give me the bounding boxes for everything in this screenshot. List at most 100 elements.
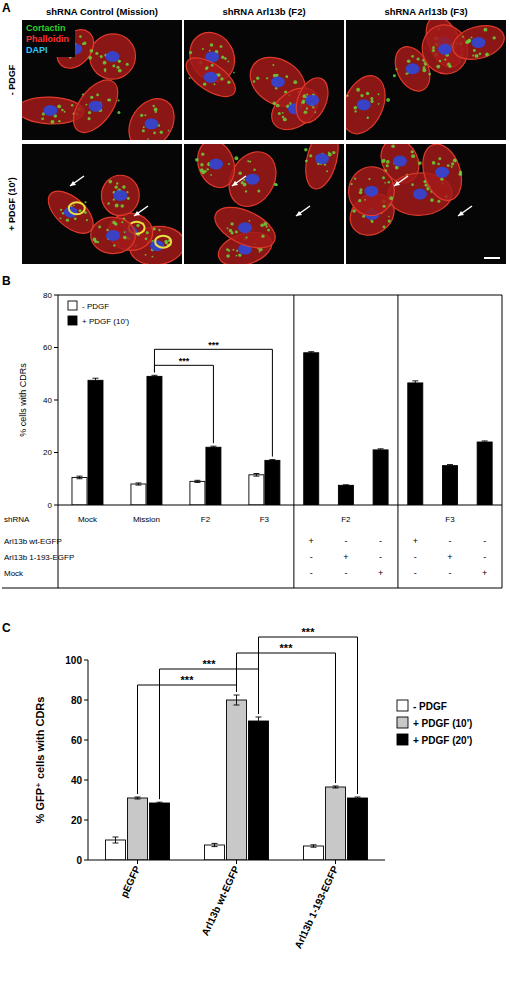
cortactin-spot bbox=[79, 35, 82, 38]
cortactin-spot bbox=[153, 105, 155, 107]
cortactin-spot bbox=[356, 88, 360, 92]
cortactin-spot bbox=[73, 204, 75, 206]
y-tick bbox=[84, 820, 88, 821]
cortactin-spot bbox=[123, 236, 127, 240]
arrow-head bbox=[296, 211, 302, 216]
cortactin-spot bbox=[395, 68, 397, 70]
cortactin-spot bbox=[217, 73, 220, 76]
nucleus bbox=[271, 76, 285, 87]
cortactin-spot bbox=[347, 95, 349, 97]
cortactin-spot bbox=[88, 56, 92, 60]
cell bbox=[290, 73, 334, 127]
cortactin-spot bbox=[360, 94, 363, 97]
cortactin-spot bbox=[143, 126, 145, 128]
cortactin-spot bbox=[224, 57, 227, 60]
cortactin-spot bbox=[189, 51, 192, 54]
table-cell: - bbox=[310, 552, 313, 562]
table-bottom bbox=[2, 588, 502, 589]
y-tick-label: 60 bbox=[43, 343, 52, 352]
category-label: Arl13b 1-193-EGFP bbox=[292, 864, 340, 951]
cortactin-spot bbox=[115, 203, 119, 207]
micrograph bbox=[184, 20, 344, 140]
cortactin-spot bbox=[206, 66, 209, 69]
cortactin-spot bbox=[440, 178, 443, 181]
table-cell: - bbox=[483, 536, 486, 546]
y-tick-label: 20 bbox=[43, 448, 52, 457]
legend-swatch bbox=[397, 717, 408, 728]
legend-swatch bbox=[397, 700, 408, 711]
arrow bbox=[394, 176, 408, 186]
cortactin-spot bbox=[127, 197, 130, 200]
cortactin-spot bbox=[411, 150, 414, 153]
cell bbox=[416, 144, 468, 205]
cortactin-spot bbox=[238, 254, 241, 257]
cortactin-spot bbox=[359, 188, 362, 191]
cortactin-spot bbox=[261, 235, 264, 238]
cortactin-spot bbox=[366, 92, 369, 95]
cortactin-spot bbox=[90, 49, 94, 53]
cortactin-spot bbox=[305, 160, 308, 163]
cortactin-spot bbox=[103, 61, 107, 65]
cortactin-spot bbox=[87, 117, 90, 120]
bar bbox=[205, 845, 225, 860]
cortactin-spot bbox=[416, 57, 419, 60]
cortactin-spot bbox=[106, 229, 108, 231]
cortactin-spot bbox=[253, 169, 255, 171]
cortactin-spot bbox=[411, 183, 414, 186]
cortactin-spot bbox=[479, 52, 482, 55]
cell bbox=[184, 50, 242, 104]
dorsal-ruffle bbox=[155, 236, 171, 248]
plot-marks bbox=[106, 695, 368, 860]
table-cell: + bbox=[309, 536, 314, 546]
cortactin-spot bbox=[432, 46, 435, 49]
significance-bracket bbox=[154, 349, 272, 456]
cortactin-spot bbox=[432, 49, 435, 52]
cortactin-spot bbox=[243, 179, 245, 181]
y-axis-title: % cells with CDRs bbox=[18, 363, 28, 437]
cortactin-spot bbox=[367, 116, 369, 118]
nucleus bbox=[209, 159, 223, 170]
dorsal-ruffle bbox=[69, 202, 85, 214]
cortactin-spot bbox=[61, 109, 63, 111]
group-label: F3 bbox=[445, 515, 455, 524]
image-background bbox=[22, 144, 182, 264]
bar bbox=[190, 481, 205, 505]
cortactin-spot bbox=[285, 75, 288, 78]
cortactin-spot bbox=[57, 105, 61, 109]
cortactin-spot bbox=[220, 77, 223, 80]
bar bbox=[88, 380, 103, 505]
cortactin-spot bbox=[108, 98, 111, 101]
significance-bracket bbox=[138, 685, 237, 794]
cortactin-spot bbox=[293, 80, 297, 84]
cortactin-spot bbox=[74, 217, 77, 220]
section-separator bbox=[293, 295, 294, 588]
cortactin-spot bbox=[144, 114, 146, 116]
arrow bbox=[232, 176, 246, 186]
error-bar bbox=[355, 797, 361, 799]
legend-swatch bbox=[68, 301, 77, 310]
y-tick bbox=[54, 295, 58, 296]
cortactin-spot bbox=[467, 40, 471, 44]
cortactin-spot bbox=[154, 107, 158, 111]
cortactin-spot bbox=[147, 138, 149, 140]
error-bar bbox=[447, 465, 453, 467]
table-cell: - bbox=[344, 568, 347, 578]
cortactin-spot bbox=[393, 74, 396, 77]
cortactin-spot bbox=[391, 144, 395, 148]
bar bbox=[304, 846, 324, 860]
cortactin-spot bbox=[117, 111, 120, 114]
cortactin-spot bbox=[370, 97, 373, 100]
cortactin-spot bbox=[60, 209, 62, 211]
cortactin-spot bbox=[484, 28, 488, 32]
column-title: shRNA Control (Mission) bbox=[46, 6, 158, 17]
cortactin-spot bbox=[278, 112, 281, 115]
y-tick bbox=[54, 452, 58, 453]
cortactin-spot bbox=[282, 116, 284, 118]
cortactin-spot bbox=[388, 219, 391, 222]
cortactin-spot bbox=[358, 199, 361, 202]
cortactin-spot bbox=[164, 240, 167, 243]
legend-swatch bbox=[397, 734, 408, 745]
cortactin-spot bbox=[386, 160, 390, 164]
error-bar bbox=[210, 446, 216, 448]
cortactin-spot bbox=[145, 254, 147, 256]
